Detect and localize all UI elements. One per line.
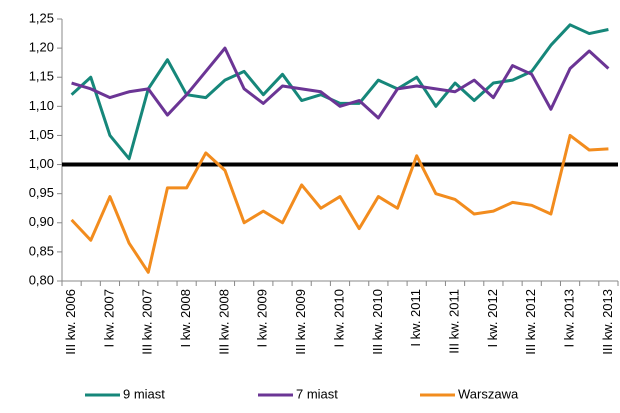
series-line	[70, 23, 609, 161]
x-tick-label: I kw. 2008	[178, 289, 193, 348]
legend-label: 9 miast	[123, 386, 165, 401]
x-tick-label: III kw. 2008	[216, 289, 231, 355]
y-tick-label: 1,10	[29, 98, 54, 113]
x-tick-label: III kw. 2006	[63, 289, 78, 355]
x-tick-label: I kw. 2009	[255, 289, 270, 348]
x-tick-label: I kw. 2011	[408, 289, 423, 347]
x-tick-label: III kw. 2010	[370, 289, 385, 355]
y-tick-label: 0,90	[29, 214, 54, 229]
x-tick-label: III kw. 2011	[446, 289, 461, 354]
y-tick-label: 0,85	[29, 243, 54, 258]
legend-label: Warszawa	[458, 386, 519, 401]
y-tick-label: 1,00	[29, 156, 54, 171]
y-tick-label: 0,95	[29, 185, 54, 200]
x-tick-label: III kw. 2012	[523, 289, 538, 355]
y-tick-label: 0,80	[29, 272, 54, 287]
legend-label: 7 miast	[296, 386, 338, 401]
series-line	[70, 133, 609, 274]
y-tick-label: 1,15	[29, 69, 54, 84]
x-tick-label: I kw. 2013	[562, 289, 577, 348]
x-tick-label: I kw. 2012	[485, 289, 500, 348]
x-tick-label: I kw. 2007	[101, 289, 116, 348]
y-tick-label: 1,20	[29, 40, 54, 55]
y-tick-label: 1,25	[29, 10, 54, 25]
y-tick-label: 1,05	[29, 127, 54, 142]
x-tick-label: III kw. 2009	[293, 289, 308, 355]
x-tick-label: I kw. 2010	[331, 289, 346, 348]
x-tick-label: III kw. 2007	[140, 289, 155, 355]
series-line	[71, 46, 610, 120]
x-tick-label: III kw. 2013	[600, 289, 615, 355]
